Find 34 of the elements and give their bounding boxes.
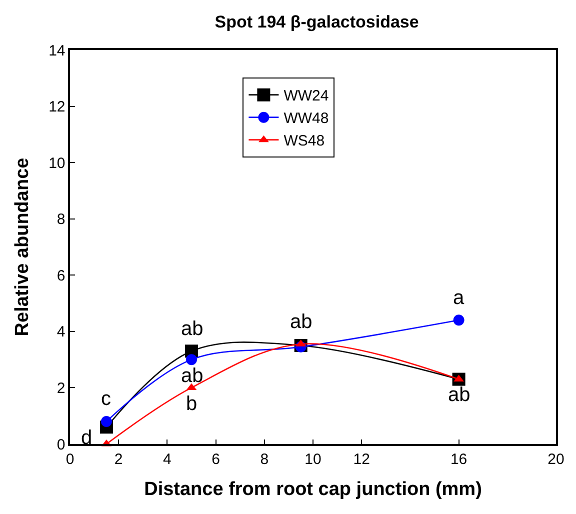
annotation: b — [186, 393, 198, 415]
point — [453, 314, 464, 326]
annotation: ab — [448, 384, 470, 406]
y-tick-label: 14 — [48, 42, 66, 60]
point — [454, 374, 464, 382]
annotation: d — [81, 427, 92, 449]
x-tick-label: 2 — [114, 450, 123, 468]
y-tick-label: 2 — [56, 380, 66, 397]
x-tick-label: 12 — [353, 450, 370, 468]
point — [100, 416, 112, 427]
x-tick-label: 6 — [212, 450, 220, 468]
x-tick-label: 16 — [450, 450, 468, 468]
x-tick-label: 8 — [260, 450, 269, 468]
annotation: ab — [290, 311, 312, 333]
annotation: ab — [181, 365, 204, 387]
x-axis-title: Distance from root cap junction (mm) — [144, 479, 482, 500]
y-tick-label: 6 — [56, 267, 66, 284]
annotation: c — [101, 388, 111, 410]
y-axis-title: Relative abundance — [12, 158, 33, 336]
x-tick-label: 10 — [304, 450, 322, 468]
legend-label: WS48 — [284, 132, 325, 150]
x-tick-label: 4 — [163, 450, 172, 468]
point — [186, 354, 197, 366]
x-tick-label: 20 — [548, 450, 564, 468]
annotation: a — [453, 287, 465, 309]
annotation: ab — [181, 318, 204, 340]
y-tick-label: 12 — [48, 98, 66, 116]
y-tick-label: 8 — [56, 211, 66, 228]
y-tick-label: 10 — [48, 154, 66, 172]
chart-title: Spot 194 β-galactosidase — [214, 12, 419, 32]
legend-label: WW48 — [284, 110, 329, 128]
legend-label: WW24 — [284, 88, 329, 105]
y-tick-label: 4 — [56, 324, 66, 341]
y-tick-label: 0 — [56, 436, 66, 454]
